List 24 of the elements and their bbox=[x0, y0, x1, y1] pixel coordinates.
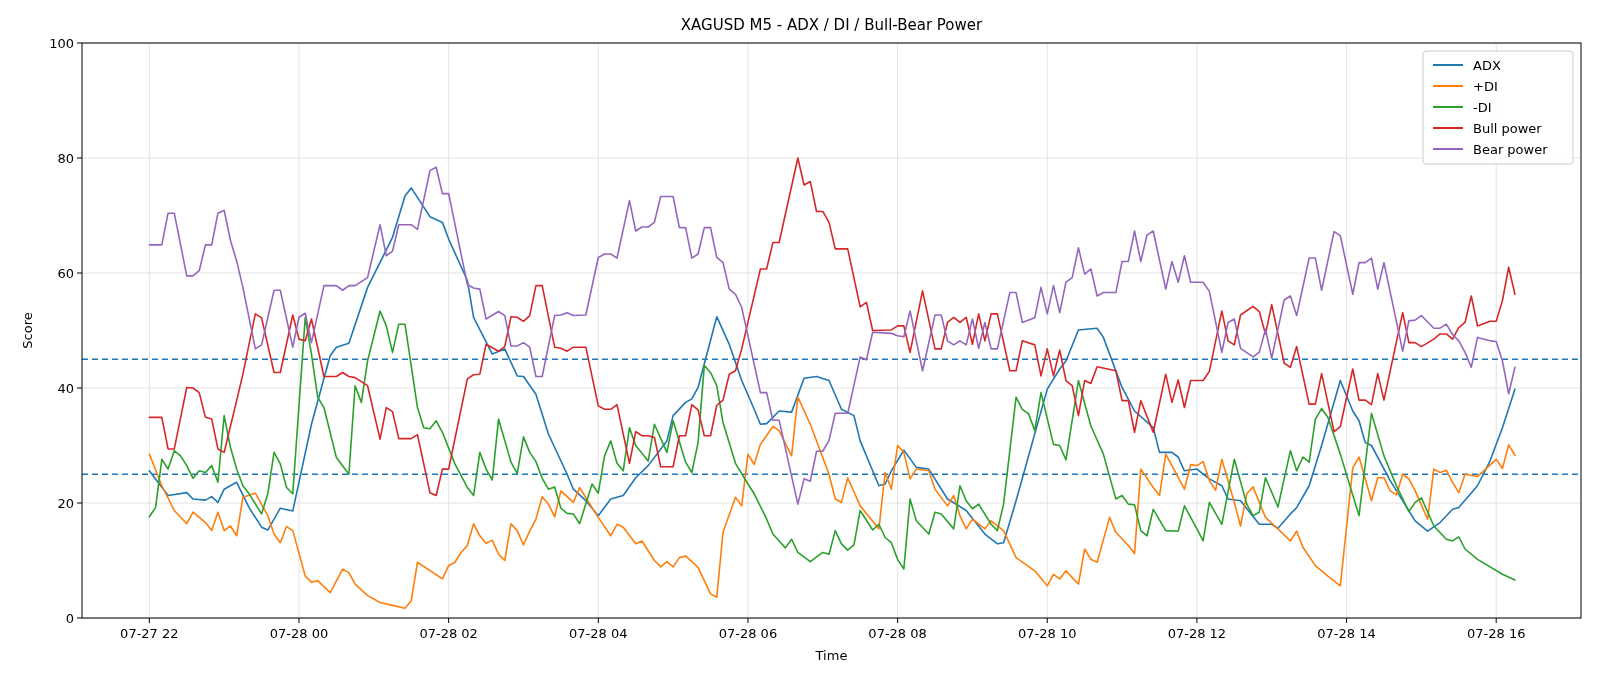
y-tick-label: 100 bbox=[49, 36, 74, 51]
y-tick-label: 60 bbox=[57, 266, 74, 281]
y-tick-label: 40 bbox=[57, 381, 74, 396]
x-tick-label: 07-28 02 bbox=[419, 626, 478, 641]
x-tick-label: 07-28 16 bbox=[1466, 626, 1526, 641]
x-tick-label: 07-28 04 bbox=[569, 626, 628, 641]
legend-label: -DI bbox=[1473, 100, 1492, 115]
chart-title: XAGUSD M5 - ADX / DI / Bull-Bear Power bbox=[680, 16, 984, 34]
x-axis-title: Time bbox=[814, 648, 848, 663]
y-tick-label: 20 bbox=[57, 496, 74, 511]
x-tick-label: 07-28 12 bbox=[1167, 626, 1227, 641]
y-tick-label: 0 bbox=[65, 611, 74, 626]
x-tick-label: 07-28 06 bbox=[718, 626, 778, 641]
y-tick-label: 80 bbox=[57, 151, 74, 166]
x-tick-label: 07-28 14 bbox=[1317, 626, 1376, 641]
legend-label: ADX bbox=[1473, 58, 1501, 73]
legend-label: Bear power bbox=[1473, 142, 1549, 157]
legend-label: Bull power bbox=[1473, 121, 1543, 136]
x-tick-label: 07-28 10 bbox=[1018, 626, 1077, 641]
legend-label: +DI bbox=[1473, 79, 1498, 94]
y-axis-title: Score bbox=[20, 312, 35, 349]
x-tick-label: 07-28 00 bbox=[269, 626, 329, 641]
x-tick-label: 07-28 08 bbox=[868, 626, 927, 641]
x-tick-label: 07-27 22 bbox=[120, 626, 179, 641]
